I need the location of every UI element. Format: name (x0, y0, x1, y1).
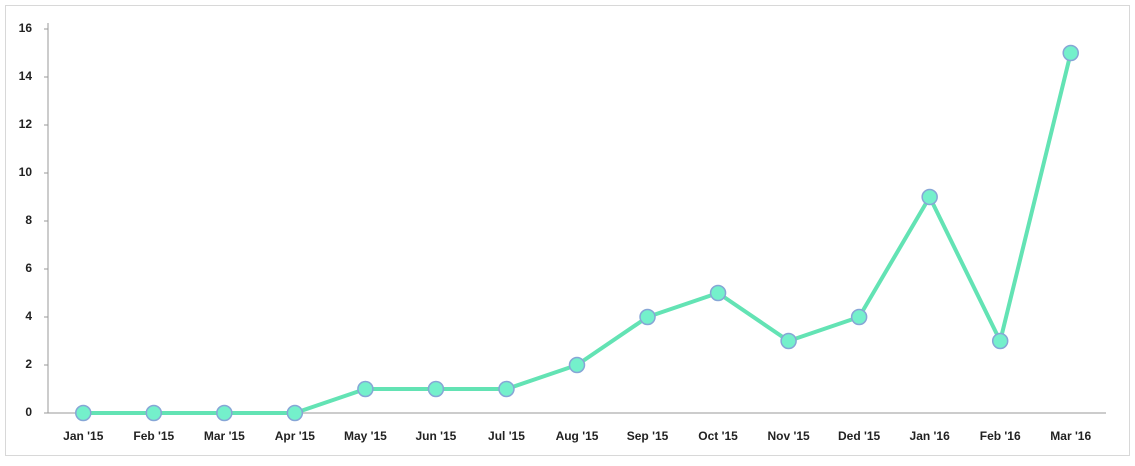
x-tick-label: May '15 (344, 429, 387, 443)
point (709, 284, 727, 302)
point (1062, 44, 1079, 62)
y-tick-label: 14 (19, 69, 33, 83)
y-tick-label: 10 (19, 165, 33, 179)
x-tick-label: Feb '15 (133, 429, 174, 443)
point (286, 404, 304, 422)
x-tick-label: Jul '15 (488, 429, 525, 443)
y-tick-label: 12 (19, 117, 33, 131)
point (427, 380, 445, 398)
y-tick-label: 2 (25, 357, 32, 371)
point (991, 332, 1009, 350)
x-tick-label: Oct '15 (698, 429, 738, 443)
x-tick-label: Jun '15 (415, 429, 456, 443)
y-tick-label: 16 (19, 21, 33, 35)
x-tick-label: Jan '16 (910, 429, 951, 443)
point (921, 188, 938, 206)
point (568, 356, 586, 374)
y-tick-label: 0 (25, 405, 32, 419)
point (780, 332, 797, 350)
y-tick-label: 8 (25, 213, 32, 227)
x-tick-label: Mar '16 (1050, 429, 1091, 443)
point (216, 404, 233, 422)
point (850, 308, 868, 326)
point (75, 404, 92, 422)
x-tick-label: Feb '16 (980, 429, 1021, 443)
y-tick-label: 4 (25, 309, 32, 323)
x-tick-label: Aug '15 (556, 429, 599, 443)
x-tick-label: Ded '15 (838, 429, 881, 443)
point (639, 308, 656, 326)
y-tick-label: 6 (25, 261, 32, 275)
point (145, 404, 163, 422)
x-tick-label: Mar '15 (204, 429, 245, 443)
point (357, 380, 374, 398)
x-tick-label: Jan '15 (63, 429, 104, 443)
x-tick-label: Sep '15 (627, 429, 669, 443)
x-tick-label: Nov '15 (767, 429, 810, 443)
chart-frame (5, 5, 1130, 456)
x-tick-label: Apr '15 (275, 429, 316, 443)
point (498, 380, 515, 398)
